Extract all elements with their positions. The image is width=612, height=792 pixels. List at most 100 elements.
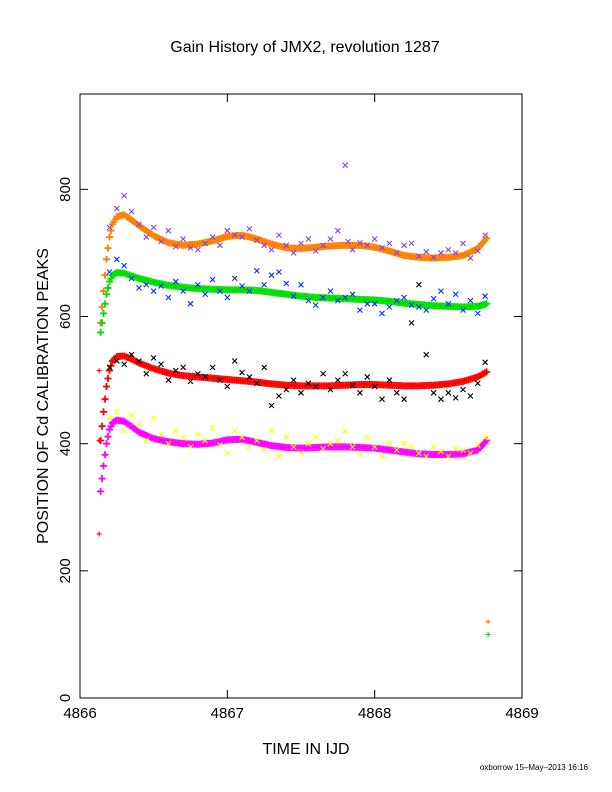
data-point bbox=[312, 248, 319, 254]
data-point bbox=[261, 242, 268, 249]
data-point bbox=[349, 443, 356, 450]
data-point bbox=[246, 374, 253, 380]
data-point bbox=[305, 236, 312, 242]
data-point bbox=[290, 250, 297, 256]
data-point bbox=[379, 310, 385, 317]
data-point bbox=[334, 297, 341, 304]
series-8 bbox=[96, 368, 102, 537]
data-point bbox=[371, 443, 378, 450]
data-point bbox=[312, 383, 319, 390]
series-0 bbox=[97, 211, 491, 327]
data-point bbox=[283, 434, 290, 441]
data-point bbox=[276, 393, 282, 399]
data-point bbox=[298, 281, 304, 288]
data-point bbox=[423, 307, 430, 314]
data-point bbox=[105, 426, 113, 434]
data-point bbox=[276, 269, 282, 275]
data-point bbox=[103, 290, 111, 298]
data-point bbox=[268, 272, 275, 279]
y-tick-label: 800 bbox=[57, 177, 74, 202]
data-point bbox=[96, 438, 102, 444]
data-point bbox=[460, 240, 466, 247]
data-point bbox=[231, 358, 238, 364]
data-point bbox=[97, 487, 105, 495]
data-point bbox=[467, 255, 474, 261]
data-point bbox=[371, 383, 378, 390]
data-point bbox=[482, 293, 489, 300]
data-point bbox=[180, 236, 187, 242]
data-point bbox=[386, 304, 393, 310]
series-7 bbox=[106, 409, 489, 460]
data-point bbox=[187, 300, 194, 307]
data-point bbox=[98, 422, 106, 430]
data-point bbox=[121, 361, 128, 368]
data-point bbox=[106, 269, 113, 275]
data-point bbox=[305, 440, 312, 447]
data-point bbox=[483, 300, 491, 308]
data-point bbox=[246, 225, 253, 232]
data-point bbox=[320, 242, 326, 249]
data-point bbox=[393, 389, 400, 396]
data-point bbox=[187, 443, 194, 450]
data-point bbox=[165, 440, 172, 447]
data-point bbox=[415, 304, 422, 310]
data-point bbox=[379, 396, 385, 403]
series-6 bbox=[97, 416, 491, 495]
data-point bbox=[483, 368, 491, 376]
data-point bbox=[246, 288, 253, 294]
data-point bbox=[364, 374, 371, 380]
data-point bbox=[268, 428, 275, 434]
data-point bbox=[224, 227, 231, 234]
data-point bbox=[231, 232, 238, 239]
data-point bbox=[261, 364, 268, 371]
data-point bbox=[357, 239, 363, 246]
data-point bbox=[150, 354, 157, 361]
data-point bbox=[371, 300, 378, 307]
chart-title: Gain History of JMX2, revolution 1287 bbox=[170, 39, 440, 56]
data-point bbox=[253, 267, 260, 274]
data-point bbox=[379, 453, 385, 460]
y-tick-label: 600 bbox=[57, 304, 74, 329]
data-point bbox=[150, 415, 157, 422]
data-point bbox=[98, 319, 106, 327]
series-4 bbox=[97, 352, 491, 445]
data-point bbox=[276, 453, 282, 460]
data-point bbox=[386, 240, 393, 247]
data-point bbox=[371, 236, 378, 242]
data-point bbox=[298, 240, 304, 247]
data-point bbox=[101, 300, 109, 308]
data-point bbox=[430, 443, 437, 450]
x-tick-label: 4866 bbox=[63, 705, 96, 722]
data-point bbox=[180, 364, 187, 371]
data-point bbox=[165, 227, 172, 234]
data-point bbox=[194, 246, 201, 253]
data-point bbox=[101, 271, 109, 279]
data-points bbox=[96, 162, 491, 637]
series-9 bbox=[485, 619, 491, 625]
data-point bbox=[430, 254, 437, 261]
x-tick-label: 4869 bbox=[505, 705, 538, 722]
data-point bbox=[121, 262, 128, 269]
data-point bbox=[172, 367, 179, 374]
data-point bbox=[100, 309, 108, 317]
data-point bbox=[320, 370, 326, 377]
data-point bbox=[401, 242, 408, 249]
data-point bbox=[224, 294, 231, 301]
data-point bbox=[136, 221, 142, 228]
data-point bbox=[485, 631, 491, 637]
plot-frame bbox=[79, 93, 523, 699]
data-point bbox=[423, 248, 430, 255]
data-point bbox=[113, 256, 120, 263]
data-point bbox=[474, 380, 481, 387]
data-point bbox=[345, 238, 352, 245]
data-point bbox=[172, 243, 179, 250]
data-point bbox=[231, 428, 238, 434]
data-point bbox=[474, 248, 481, 254]
data-point bbox=[261, 447, 268, 453]
data-point bbox=[364, 434, 371, 441]
data-point bbox=[408, 240, 415, 247]
data-point bbox=[202, 437, 209, 444]
data-point bbox=[209, 276, 216, 283]
data-point bbox=[104, 244, 112, 252]
data-point bbox=[357, 450, 363, 457]
